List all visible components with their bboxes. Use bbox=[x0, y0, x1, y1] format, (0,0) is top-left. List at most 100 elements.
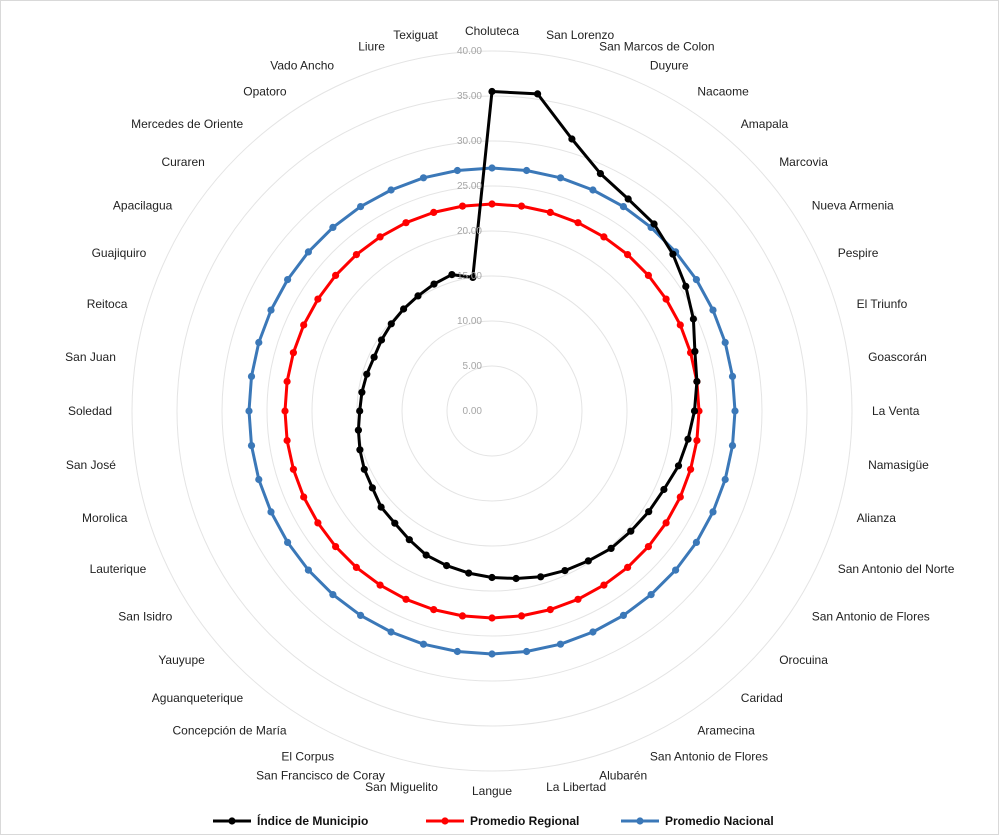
category-label: Orocuina bbox=[779, 653, 828, 667]
data-point bbox=[255, 338, 263, 347]
data-point bbox=[376, 581, 384, 589]
data-point bbox=[329, 223, 337, 231]
category-label: Concepción de María bbox=[173, 724, 287, 738]
data-point bbox=[283, 436, 291, 445]
data-point bbox=[546, 606, 554, 614]
category-label: San Antonio de Flores bbox=[812, 609, 930, 623]
radial-tick-label: 0.00 bbox=[463, 406, 483, 417]
data-point bbox=[537, 573, 545, 581]
category-label: Duyure bbox=[650, 58, 689, 72]
category-label: El Corpus bbox=[281, 750, 334, 764]
data-point bbox=[607, 544, 615, 553]
data-point bbox=[368, 484, 376, 492]
data-point bbox=[458, 612, 467, 620]
data-point bbox=[314, 519, 322, 527]
data-point bbox=[284, 276, 292, 284]
data-point bbox=[674, 462, 683, 470]
data-point bbox=[488, 164, 496, 172]
data-point bbox=[414, 292, 422, 300]
data-point bbox=[676, 493, 684, 501]
data-point bbox=[391, 519, 399, 527]
data-point bbox=[589, 186, 597, 194]
data-point bbox=[356, 446, 364, 454]
data-point bbox=[709, 508, 717, 516]
category-label: Opatoro bbox=[243, 84, 287, 98]
radial-tick-label: 30.00 bbox=[457, 136, 482, 147]
data-point bbox=[488, 87, 496, 96]
category-label: Aramecina bbox=[697, 724, 755, 738]
data-point bbox=[624, 251, 632, 259]
grid-ring bbox=[176, 95, 808, 727]
grid-ring bbox=[266, 185, 718, 637]
category-label: San Antonio del Norte bbox=[838, 562, 955, 576]
grid-ring bbox=[221, 140, 763, 682]
data-point bbox=[682, 282, 690, 290]
data-point bbox=[728, 372, 737, 380]
data-point bbox=[693, 377, 701, 386]
category-label: Yauyupe bbox=[158, 653, 205, 667]
data-point bbox=[662, 519, 670, 527]
legend-swatch-marker bbox=[636, 817, 644, 825]
data-point bbox=[422, 551, 430, 559]
data-point bbox=[488, 650, 496, 658]
data-point bbox=[289, 465, 297, 473]
data-point bbox=[357, 203, 365, 211]
data-point bbox=[283, 377, 291, 386]
data-point bbox=[684, 435, 692, 443]
category-label: San José bbox=[66, 458, 116, 472]
data-point bbox=[247, 372, 256, 380]
data-point bbox=[523, 647, 531, 656]
data-point bbox=[568, 135, 576, 143]
data-point bbox=[488, 200, 496, 208]
category-label: Nueva Armenia bbox=[812, 199, 894, 213]
data-point bbox=[645, 508, 653, 516]
radial-tick-label: 15.00 bbox=[457, 271, 482, 282]
data-point bbox=[644, 543, 653, 551]
category-label: Apacilagua bbox=[113, 199, 173, 213]
data-point bbox=[488, 614, 496, 622]
data-point bbox=[488, 573, 496, 582]
category-label: Langue bbox=[472, 784, 512, 798]
category-label: Curaren bbox=[161, 155, 204, 169]
data-point bbox=[574, 595, 582, 603]
data-point bbox=[443, 562, 451, 570]
data-point bbox=[400, 305, 408, 313]
data-point bbox=[624, 195, 632, 203]
series-line bbox=[283, 202, 701, 620]
category-label: Amapala bbox=[741, 117, 789, 131]
data-point bbox=[517, 612, 526, 620]
data-point bbox=[574, 219, 582, 227]
category-label: Alubarén bbox=[599, 769, 647, 783]
data-point bbox=[332, 543, 340, 551]
data-point bbox=[314, 295, 322, 303]
radial-tick-label: 40.00 bbox=[457, 46, 482, 57]
category-label: San Marcos de Colon bbox=[599, 39, 714, 53]
category-label: Marcovia bbox=[779, 155, 828, 169]
data-point bbox=[596, 170, 605, 178]
data-point bbox=[304, 566, 312, 574]
data-point bbox=[517, 202, 526, 210]
data-point bbox=[512, 574, 520, 583]
legend-swatch-marker bbox=[228, 817, 236, 825]
data-point bbox=[387, 628, 395, 636]
data-point bbox=[354, 426, 362, 434]
category-label: Caridad bbox=[741, 691, 783, 705]
data-point bbox=[304, 248, 312, 256]
category-label: San Lorenzo bbox=[546, 28, 614, 42]
data-point bbox=[370, 353, 378, 361]
radial-tick-label: 35.00 bbox=[457, 91, 482, 102]
data-point bbox=[619, 611, 628, 620]
data-point bbox=[405, 536, 413, 544]
legend: Índice de Municipio Promedio Regional Prom… bbox=[213, 813, 774, 828]
category-label: Nacaome bbox=[697, 84, 749, 98]
data-point bbox=[352, 251, 360, 259]
data-point bbox=[332, 271, 340, 279]
data-point bbox=[376, 233, 384, 241]
data-point bbox=[267, 508, 275, 516]
category-label: Namasigüe bbox=[868, 458, 929, 472]
data-point bbox=[731, 407, 739, 415]
category-label: Lauterique bbox=[90, 562, 147, 576]
category-label: Morolica bbox=[82, 511, 128, 525]
